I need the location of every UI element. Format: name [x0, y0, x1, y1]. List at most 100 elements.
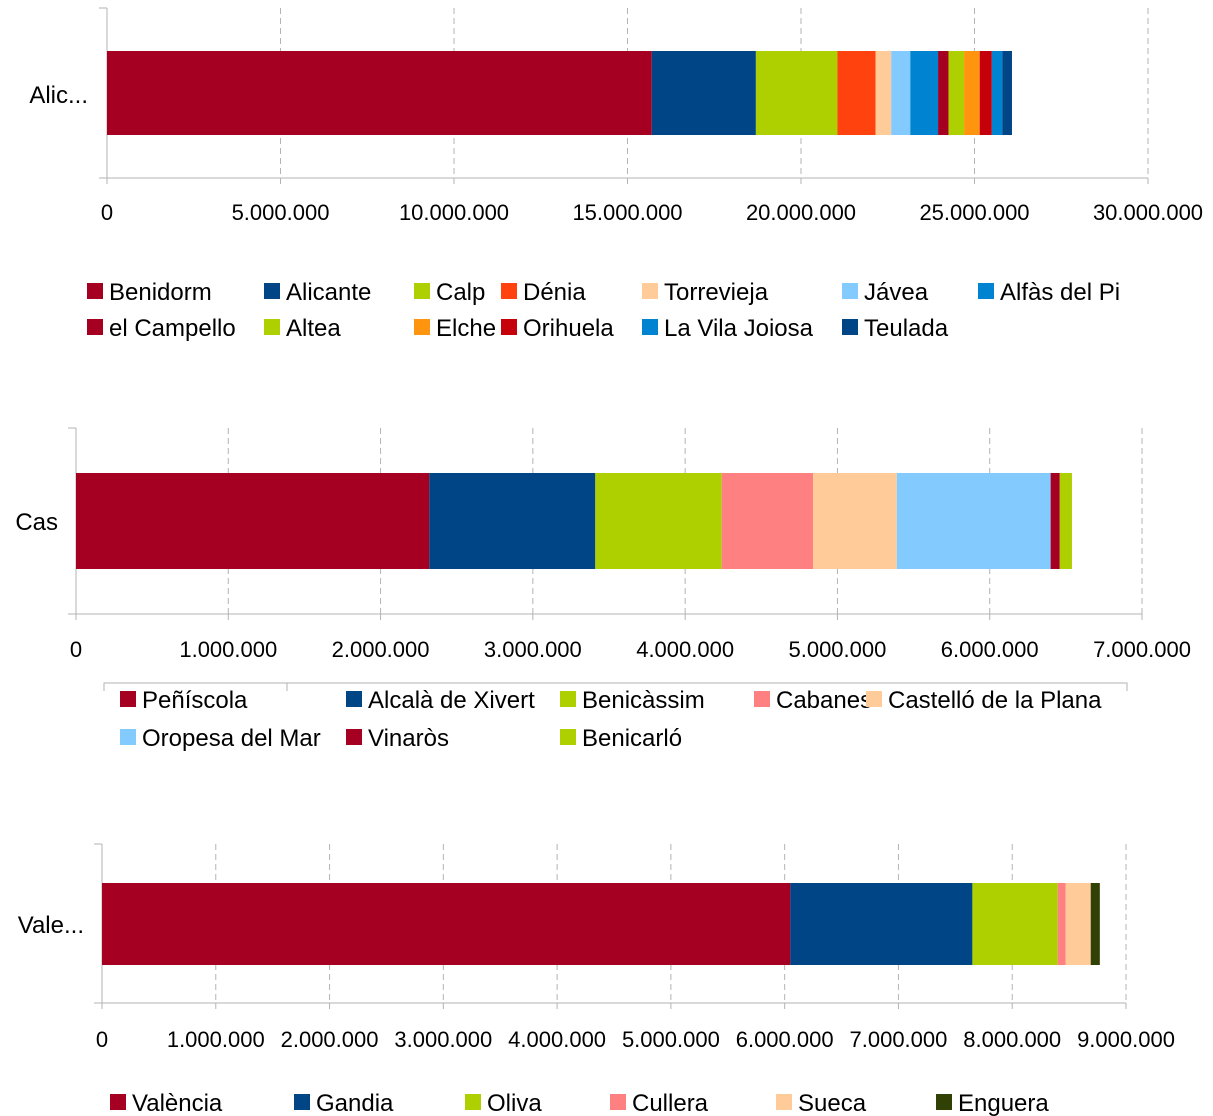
legend-item[interactable]: València — [110, 1090, 223, 1116]
legend-label: València — [132, 1090, 223, 1116]
legend-item[interactable]: Altea — [264, 315, 341, 342]
x-tick-label: 6.000.000 — [941, 637, 1039, 662]
legend-swatch — [346, 691, 362, 707]
x-tick-label: 1.000.000 — [167, 1027, 265, 1052]
bar-segment[interactable]: Dénia — [837, 51, 876, 135]
legend-item[interactable]: Benicàssim — [560, 687, 705, 714]
bar-segment[interactable]: Sueca — [1065, 883, 1091, 965]
x-tick-label: 20.000.000 — [746, 200, 856, 225]
legend-item[interactable]: Gandia — [294, 1090, 394, 1116]
bar-segment[interactable]: Alfàs del Pi — [910, 51, 939, 135]
legend-label: Vinaròs — [368, 725, 449, 752]
legend-swatch — [346, 729, 362, 745]
bar-segment[interactable]: Cullera — [1057, 883, 1066, 965]
legend-item[interactable]: Benidorm — [87, 279, 212, 306]
bar-segment[interactable]: Orihuela — [979, 51, 992, 135]
x-tick-label: 1.000.000 — [179, 637, 277, 662]
legend-item[interactable]: Oropesa del Mar — [120, 725, 321, 752]
legend-swatch — [642, 319, 658, 335]
legend-item[interactable]: Castelló de la Plana — [866, 687, 1102, 714]
x-tick-label: 7.000.000 — [1093, 637, 1191, 662]
x-tick-label: 2.000.000 — [281, 1027, 379, 1052]
legend-label: Benidorm — [109, 279, 212, 306]
legend-item[interactable]: Sueca — [776, 1090, 867, 1116]
legend-swatch — [866, 691, 882, 707]
x-tick-label: 4.000.000 — [636, 637, 734, 662]
legend-item[interactable]: Cabanes — [754, 687, 872, 714]
bar-segment[interactable]: Teulada — [1002, 51, 1012, 135]
bar-segment[interactable]: Jávea — [891, 51, 911, 135]
legend-item[interactable]: Benicarló — [560, 725, 682, 752]
bar-segment[interactable]: Alcalà de Xivert — [429, 473, 596, 569]
x-tick-label: 5.000.000 — [788, 637, 886, 662]
legend-item[interactable]: el Campello — [87, 315, 236, 342]
legend-item[interactable]: Alcalà de Xivert — [346, 687, 535, 714]
legend-label: Altea — [286, 315, 341, 342]
legend-item[interactable]: Cullera — [610, 1090, 709, 1116]
legend-swatch — [87, 283, 103, 299]
legend-swatch — [465, 1094, 481, 1110]
legend-item[interactable]: Calp — [414, 279, 485, 306]
legend-label: Torrevieja — [664, 279, 769, 306]
bar-segment[interactable]: Oliva — [972, 883, 1058, 965]
x-tick-label: 6.000.000 — [736, 1027, 834, 1052]
category-label: Alic... — [29, 82, 88, 109]
legend-label: La Vila Joiosa — [664, 315, 814, 342]
bar-segment[interactable]: València — [102, 883, 791, 965]
bar-segment[interactable]: Benicàssim — [595, 473, 722, 569]
legend-label: Oliva — [487, 1090, 542, 1116]
bar-segment[interactable]: Vinaròs — [1050, 473, 1060, 569]
bar-segment[interactable]: el Campello — [938, 51, 949, 135]
legend-swatch — [120, 691, 136, 707]
x-tick-label: 15.000.000 — [572, 200, 682, 225]
bar-segment[interactable]: Castelló de la Plana — [813, 473, 897, 569]
legend-label: Cullera — [632, 1090, 709, 1116]
legend-swatch — [978, 283, 994, 299]
legend-swatch — [560, 691, 576, 707]
legend-label: Orihuela — [523, 315, 614, 342]
legend-item[interactable]: Alfàs del Pi — [978, 279, 1120, 306]
legend-item[interactable]: Orihuela — [501, 315, 614, 342]
legend-label: Calp — [436, 279, 485, 306]
legend-label: Enguera — [958, 1090, 1049, 1116]
legend-item[interactable]: Dénia — [501, 279, 586, 306]
legend-label: Elche — [436, 315, 496, 342]
legend-label: Cabanes — [776, 687, 872, 714]
bar-segment[interactable]: Altea — [948, 51, 965, 135]
bar-segment[interactable]: Peñíscola — [76, 473, 430, 569]
bar-segment[interactable]: Benidorm — [107, 51, 652, 135]
legend-swatch — [110, 1094, 126, 1110]
legend-label: Oropesa del Mar — [142, 725, 321, 752]
legend-item[interactable]: Vinaròs — [346, 725, 449, 752]
x-tick-label: 0 — [70, 637, 82, 662]
legend-swatch — [501, 283, 517, 299]
bar-segment[interactable]: Enguera — [1090, 883, 1100, 965]
legend-item[interactable]: Elche — [414, 315, 496, 342]
legend-item[interactable]: Alicante — [264, 279, 371, 306]
bar-segment[interactable]: Elche — [964, 51, 980, 135]
legend-label: Alicante — [286, 279, 371, 306]
bar-segment[interactable]: Calp — [755, 51, 838, 135]
legend-item[interactable]: La Vila Joiosa — [642, 315, 814, 342]
x-tick-label: 2.000.000 — [332, 637, 430, 662]
bar-segment[interactable]: La Vila Joiosa — [991, 51, 1003, 135]
bar-segment[interactable]: Oropesa del Mar — [896, 473, 1051, 569]
legend-item[interactable]: Torrevieja — [642, 279, 769, 306]
legend-label: Alfàs del Pi — [1000, 279, 1120, 306]
legend-item[interactable]: Peñíscola — [120, 687, 248, 714]
x-tick-label: 0 — [96, 1027, 108, 1052]
x-tick-label: 8.000.000 — [963, 1027, 1061, 1052]
legend-item[interactable]: Enguera — [936, 1090, 1049, 1116]
chart-1: 0 5.000.000 10.000.000 15.000.000 20.000.000… — [29, 7, 1203, 342]
legend-label: Dénia — [523, 279, 586, 306]
legend-label: Benicàssim — [582, 687, 705, 714]
legend-item[interactable]: Teulada — [842, 315, 949, 342]
bar-segment[interactable]: Torrevieja — [875, 51, 892, 135]
legend-item[interactable]: Oliva — [465, 1090, 542, 1116]
bar-segment[interactable]: Benicarló — [1059, 473, 1072, 569]
category-label: Cas — [15, 509, 58, 536]
bar-segment[interactable]: Cabanes — [721, 473, 814, 569]
legend-item[interactable]: Jávea — [842, 279, 929, 306]
bar-segment[interactable]: Alicante — [651, 51, 756, 135]
bar-segment[interactable]: Gandia — [790, 883, 973, 965]
